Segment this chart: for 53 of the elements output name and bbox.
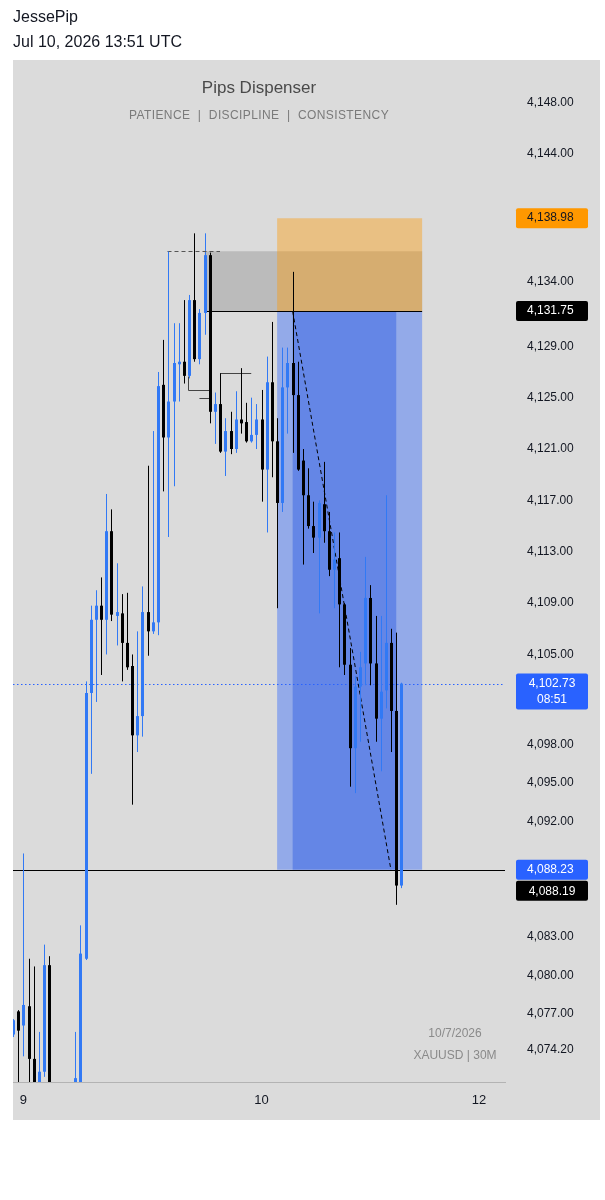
- y-tick-label: 4,095.00: [527, 775, 575, 790]
- y-tick-label: 4,125.00: [527, 389, 575, 404]
- candlestick: [152, 430, 155, 635]
- ref-line-label: 4,088.19: [528, 883, 576, 898]
- y-tick-label: 4,080.00: [527, 967, 575, 982]
- candlestick: [136, 630, 139, 753]
- candlestick: [312, 501, 315, 554]
- ref-line-label: 4,102.73 08:51: [528, 676, 576, 707]
- y-tick-label: 4,092.00: [527, 813, 575, 828]
- candlestick: [38, 1031, 41, 1082]
- candlestick: [100, 576, 103, 676]
- y-tick-label: 4,083.00: [527, 929, 575, 944]
- y-tick-label: 4,134.00: [527, 274, 575, 289]
- y-tick-label: 4,098.00: [527, 736, 575, 751]
- candlestick: [333, 531, 336, 609]
- x-tick-label: 10: [254, 1092, 269, 1108]
- y-tick-label: 4,144.00: [527, 146, 575, 161]
- y-tick-label: 4,129.00: [527, 338, 575, 353]
- candlestick: [230, 411, 233, 455]
- y-tick-label: 4,113.00: [527, 544, 574, 559]
- text: JessePip: [13, 8, 78, 26]
- y-tick-label: 4,131.75: [527, 303, 575, 318]
- candlestick: [33, 965, 36, 1082]
- text: PATIENCE | DISCIPLINE | CONSISTENCY: [127, 108, 391, 122]
- y-tick-label: 4,074.20: [527, 1042, 575, 1057]
- y-tick-label: 4,105.00: [527, 646, 575, 661]
- candlestick: [74, 1031, 77, 1082]
- annotation: XAUUSD | 30M: [412, 1048, 498, 1062]
- candlestick: [245, 402, 248, 444]
- text: Pips Dispenser: [200, 78, 318, 98]
- y-tick-label: 4,138.98: [527, 210, 575, 225]
- candlestick: [183, 299, 186, 385]
- y-tick-label: 4,148.00: [527, 94, 575, 109]
- candlestick: [224, 417, 227, 477]
- x-tick-label: 9: [19, 1092, 27, 1108]
- y-tick-label: 4,121.00: [527, 441, 575, 456]
- candlestick: [95, 589, 98, 703]
- y-tick-label: 4,088.23: [527, 862, 575, 877]
- candlestick: [116, 562, 119, 646]
- candlestick: [17, 1009, 20, 1082]
- y-tick-label: 4,077.00: [527, 1006, 575, 1021]
- y-tick-label: 4,109.00: [527, 595, 575, 610]
- y-tick-label: 4,117.00: [527, 492, 574, 507]
- x-tick-label: 12: [471, 1092, 487, 1108]
- candlestick: [147, 465, 150, 657]
- candlestick: [255, 403, 258, 450]
- candlestick: [22, 852, 25, 1057]
- candlestick: [359, 651, 362, 743]
- candlestick: [240, 367, 243, 435]
- candlestick: [250, 397, 253, 444]
- candlestick: [214, 392, 217, 445]
- text: Jul 10, 2026 13:51 UTC: [13, 33, 182, 51]
- annotation: 10/7/2026: [427, 1026, 483, 1040]
